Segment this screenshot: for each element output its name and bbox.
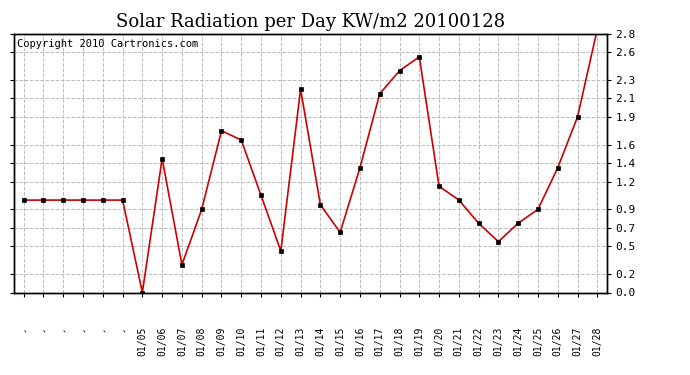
Text: 01/24: 01/24: [513, 326, 523, 356]
Text: 01/12: 01/12: [276, 326, 286, 356]
Text: 01/21: 01/21: [454, 326, 464, 356]
Text: 01/15: 01/15: [335, 326, 345, 356]
Text: -: -: [97, 326, 108, 338]
Text: 01/25: 01/25: [533, 326, 543, 356]
Text: 01/18: 01/18: [395, 326, 404, 356]
Text: 01/11: 01/11: [256, 326, 266, 356]
Text: 01/17: 01/17: [375, 326, 385, 356]
Text: -: -: [38, 326, 49, 338]
Text: 01/23: 01/23: [493, 326, 504, 356]
Title: Solar Radiation per Day KW/m2 20100128: Solar Radiation per Day KW/m2 20100128: [116, 13, 505, 31]
Text: 01/28: 01/28: [592, 326, 602, 356]
Text: 01/14: 01/14: [315, 326, 326, 356]
Text: 01/22: 01/22: [473, 326, 484, 356]
Text: 01/19: 01/19: [414, 326, 424, 356]
Text: 01/09: 01/09: [217, 326, 226, 356]
Text: 01/26: 01/26: [553, 326, 563, 356]
Text: 01/08: 01/08: [197, 326, 207, 356]
Text: 01/05: 01/05: [137, 326, 148, 356]
Text: -: -: [58, 326, 69, 338]
Text: 01/07: 01/07: [177, 326, 187, 356]
Text: 01/13: 01/13: [295, 326, 306, 356]
Text: 01/06: 01/06: [157, 326, 167, 356]
Text: -: -: [117, 326, 128, 338]
Text: 01/10: 01/10: [236, 326, 246, 356]
Text: 01/27: 01/27: [573, 326, 582, 356]
Text: -: -: [77, 326, 88, 338]
Text: 01/16: 01/16: [355, 326, 365, 356]
Text: Copyright 2010 Cartronics.com: Copyright 2010 Cartronics.com: [17, 39, 198, 49]
Text: -: -: [18, 326, 29, 338]
Text: 01/20: 01/20: [434, 326, 444, 356]
